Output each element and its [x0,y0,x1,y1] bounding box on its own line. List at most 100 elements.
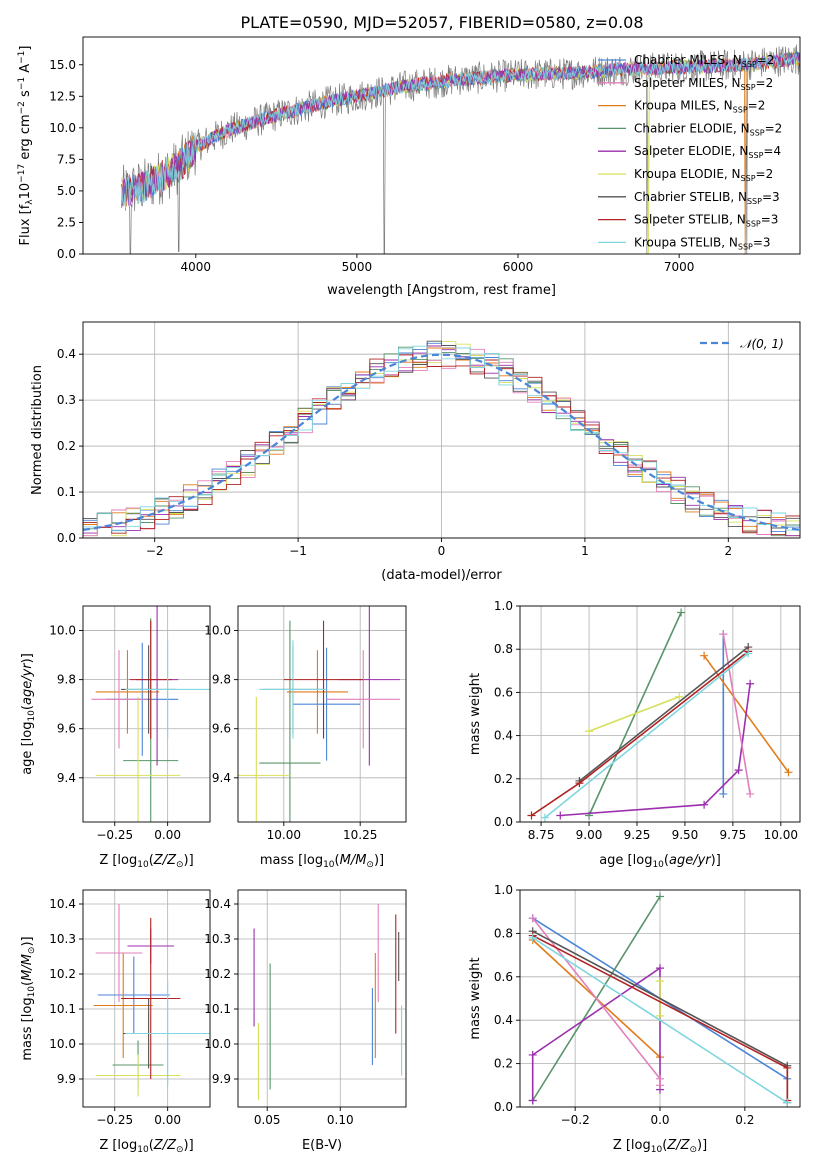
legend-entry: Kroupa STELIB, NSSP=3 [634,235,771,251]
y-tick-label: 0.1 [57,485,76,499]
spectrum-model-line [121,52,800,209]
x-tick-label: 0.05 [254,1113,281,1127]
weight-marker [528,1096,537,1105]
y-tick-label: 10.0 [204,1037,231,1051]
y-axis-label: age [log10(age/yr)] [20,653,37,775]
x-tick-label: 9.75 [720,828,747,842]
plot-frame [237,605,407,823]
x-tick-label: 0.00 [154,828,181,842]
y-tick-label: 10.0 [204,624,231,638]
y-tick-label: 10.2 [204,967,231,981]
errorbars [91,606,210,822]
y-tick-label: 10.3 [49,932,76,946]
x-axis-label: Z [log10(Z/Z⊙)] [99,1138,193,1155]
x-tick-label: −0.25 [96,1113,133,1127]
y-tick-label: 5.0 [57,184,76,198]
legend-entry: Chabrier ELODIE, NSSP=2 [634,121,782,137]
x-tick-label: −2 [146,544,164,558]
y-axis-label: mass weight [468,673,483,755]
y-tick-label: 0.0 [57,531,76,545]
x-tick-label: 10.00 [267,828,301,842]
weight-marker [528,933,537,942]
y-axis-label: mass weight [468,957,483,1039]
weight-line [531,966,661,1101]
x-tick-label: 8.75 [528,828,555,842]
x-tick-label: 0.00 [154,1113,181,1127]
weight-marker [540,813,549,822]
x-tick-label: 2 [724,544,732,558]
weight-marker [677,608,686,617]
weight-line [579,646,749,782]
weight-line [722,633,751,795]
y-tick-label: 10.1 [204,1002,231,1016]
weight-marker [656,1081,664,1090]
x-tick-label: 0 [438,544,446,558]
normal-reference-curve [82,353,801,531]
y-tick-label: 9.9 [212,1072,231,1086]
weight-marker [744,649,753,658]
x-tick-label: −0.2 [561,1113,590,1127]
y-tick-label: 0.2 [57,439,76,453]
weight-marker [784,768,793,777]
x-axis-label: Z [log10(Z/Z⊙)] [99,853,193,870]
y-tick-label: 9.9 [57,1072,76,1086]
y-tick-label: 0.4 [494,1013,513,1027]
legend-entry: Kroupa MILES, NSSP=2 [634,99,765,115]
histogram-step [82,347,800,538]
weight-marker [719,630,728,639]
weight-line [532,917,661,1086]
x-axis-label: age [log10(age/yr)] [599,853,721,870]
weight-marker [656,1011,664,1020]
x-tick-label: 1 [581,544,589,558]
y-axis-label: mass [log10(M/M⊙)] [20,936,37,1060]
x-axis-label: (data-model)/error [381,568,502,583]
y-tick-label: 1.0 [494,599,513,613]
weight-marker [656,977,664,986]
weight-line [532,937,788,1104]
y-tick-label: 10.1 [49,1002,76,1016]
x-tick-label: −1 [289,544,307,558]
y-tick-label: 0.8 [494,926,513,940]
x-tick-label: 0.0 [650,1113,669,1127]
weight-marker [527,811,536,820]
plot-frame [82,36,801,255]
plot-frame [82,889,211,1108]
y-tick-label: 15.0 [49,58,76,72]
y-tick-label: 0.4 [57,347,76,361]
weight-marker [675,692,684,701]
x-tick-label: 9.25 [624,828,651,842]
errorbars [93,904,210,1097]
y-tick-label: 9.6 [57,722,76,736]
histogram-step [82,345,800,538]
legend-entry: Salpeter STELIB, NSSP=3 [634,213,778,229]
x-tick-label: 6000 [503,260,534,274]
y-tick-label: 12.5 [49,89,76,103]
y-axis-label: Flux [fλ10−17 erg cm−2 s−1 A−1] [17,46,35,246]
weight-marker [719,789,728,798]
weight-marker [585,727,594,736]
y-tick-label: 0.0 [494,1100,513,1114]
x-axis-label: wavelength [Angstrom, rest frame] [327,283,556,298]
y-tick-label: 0.0 [57,247,76,261]
x-axis-label: E(B-V) [302,1138,342,1153]
y-tick-label: 2.5 [57,215,76,229]
axes-spectrum: 400050006000700080000.02.55.07.510.012.5… [17,36,801,298]
legend-entry: Chabrier MILES, NSSP=2 [634,53,774,69]
axes-residuals: −2 −1 0 1 2 0.0 0.1 0.2 0.3 0.4 (data-model)/error… [30,321,801,583]
y-tick-label: 0.2 [494,1057,513,1071]
axes-age-vs-mass: 10.00 10.25 9.4 9.6 9.8 10.0 mass [log10(M/M⊙)… [204,605,407,870]
y-tick-label: 9.8 [212,673,231,687]
x-tick-label: 10.00 [764,828,798,842]
errorbars [253,904,403,1100]
x-tick-label: 5000 [342,260,373,274]
chart-layer: 400050006000700080000.02.55.07.510.012.5… [17,36,801,1155]
plot-frame [237,889,407,1108]
plot-frame [519,605,801,823]
weight-marker [783,1063,792,1072]
legend-entry: Salpeter ELODIE, NSSP=4 [634,144,781,160]
x-tick-label: 9.00 [576,828,603,842]
legend-entry: Kroupa ELODIE, NSSP=2 [634,167,773,183]
y-tick-label: 10.0 [49,121,76,135]
y-tick-label: 7.5 [57,152,76,166]
